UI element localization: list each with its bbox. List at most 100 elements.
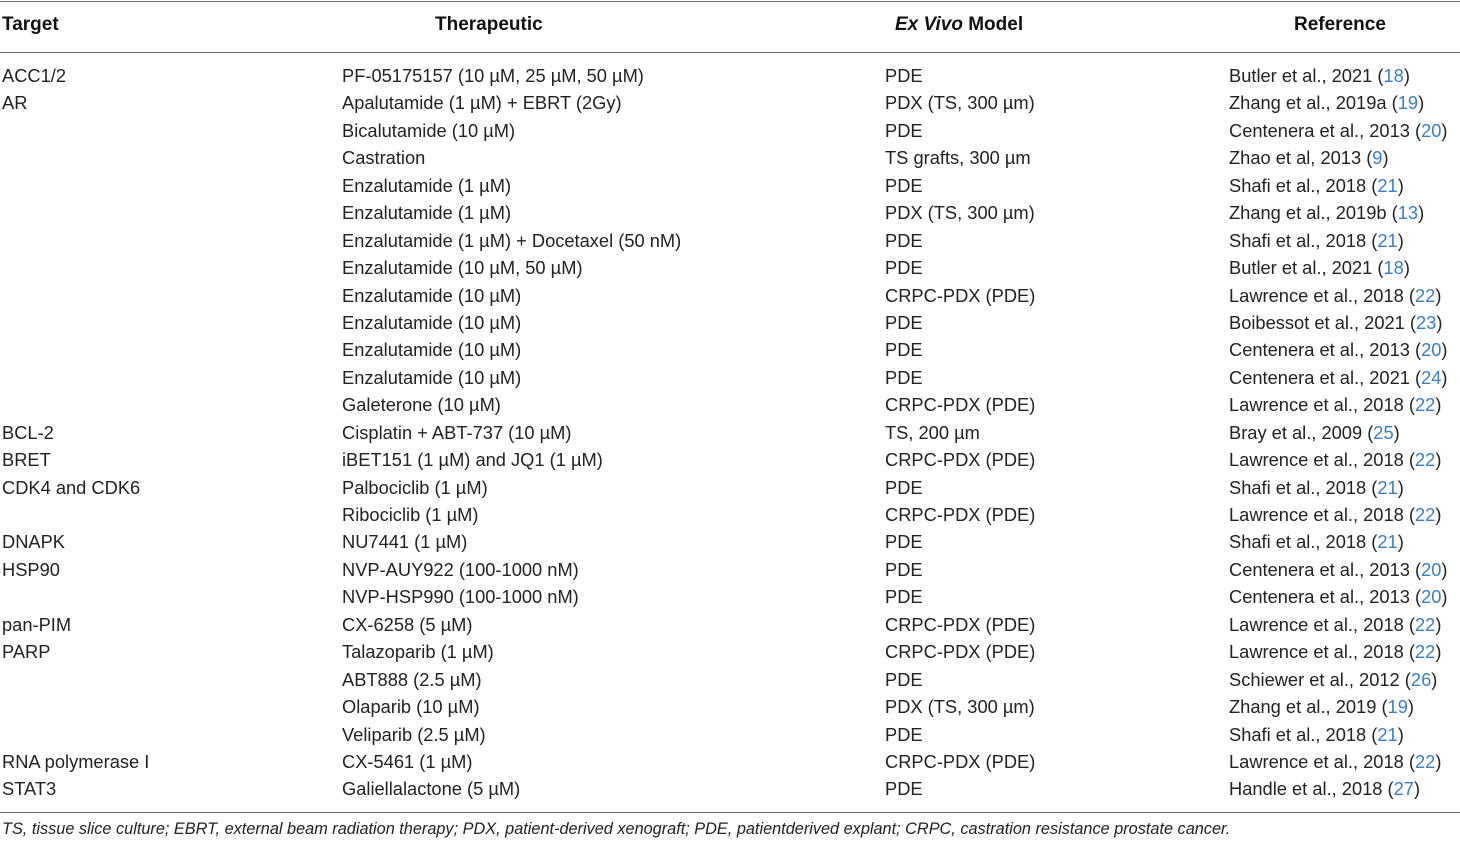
therapeutic-cell: Enzalutamide (1 µM): [342, 174, 512, 196]
table-row: AR Apalutamide (1 µM) + EBRT (2Gy) PDX (TS…: [0, 89, 1460, 116]
table-row: CDK4 and CDK6 Palbociclib (1 µM) PDE Shafi …: [0, 474, 1460, 501]
reference-link[interactable]: 20: [1421, 339, 1442, 361]
reference-close: ): [1441, 558, 1448, 580]
therapeutic-cell: Talazoparib (1 µM): [342, 641, 494, 663]
therapeutic-cell: Cisplatin + ABT-737 (10 µM): [342, 421, 572, 443]
reference-cell: Lawrence et al., 2018 (22): [1229, 446, 1441, 473]
reference-link[interactable]: 22: [1414, 504, 1436, 525]
reference-cell: Lawrence et al., 2018 (22): [1229, 282, 1441, 309]
ex-vivo-model-cell: PDE: [885, 339, 923, 361]
reference-close: ): [1435, 394, 1442, 416]
reference-cell: Zhang et al., 2019a (19): [1229, 89, 1424, 116]
target-cell: DNAPK: [2, 531, 65, 553]
ex-vivo-model-cell: PDE: [885, 257, 923, 279]
reference-link[interactable]: 18: [1383, 65, 1404, 86]
ex-vivo-model-cell: CRPC-PDX (PDE): [885, 449, 1036, 471]
table-row: pan-PIM CX-6258 (5 µM) CRPC-PDX (PDE) Lawre…: [0, 611, 1460, 638]
reference-close: ): [1403, 65, 1410, 86]
reference-link[interactable]: 21: [1377, 531, 1398, 553]
table-row: Enzalutamide (1 µM) PDX (TS, 300 µm) Zhang…: [0, 199, 1460, 226]
reference-link[interactable]: 22: [1414, 750, 1436, 772]
reference-link[interactable]: 21: [1377, 174, 1398, 196]
reference-cell: Lawrence et al., 2018 (22): [1229, 501, 1441, 528]
reference-link[interactable]: 22: [1414, 613, 1436, 635]
table-row: Galeterone (10 µM) CRPC-PDX (PDE) Lawrence…: [0, 391, 1460, 418]
reference-link[interactable]: 22: [1414, 284, 1436, 306]
reference-cell: Lawrence et al., 2018 (22): [1229, 638, 1441, 665]
reference-cell: Schiewer et al., 2012 (26): [1229, 666, 1437, 693]
table-body: ACC1/2 PF-05175157 (10 µM, 25 µM, 50 µM) P…: [0, 62, 1460, 803]
reference-text: Lawrence et al., 2018 (: [1229, 613, 1415, 635]
therapeutic-cell: Enzalutamide (10 µM): [342, 339, 522, 361]
reference-link[interactable]: 18: [1383, 257, 1404, 279]
reference-link[interactable]: 22: [1414, 394, 1436, 416]
table-row: Castration TS grafts, 300 µm Zhao et al, 2…: [0, 144, 1460, 171]
ex-vivo-model-cell: TS, 200 µm: [885, 421, 980, 443]
reference-text: Bray et al., 2009 (: [1229, 421, 1374, 443]
reference-link[interactable]: 19: [1387, 696, 1408, 718]
table-footnote: TS, tissue slice culture; EBRT, external…: [2, 820, 1231, 838]
table-row: RNA polymerase I CX-5461 (1 µM) CRPC-PDX (…: [0, 748, 1460, 775]
table-bottom-rule: [0, 812, 1460, 813]
reference-link[interactable]: 27: [1393, 778, 1414, 800]
target-cell: ACC1/2: [2, 65, 67, 86]
target-cell: HSP90: [2, 558, 60, 580]
ex-vivo-model-cell: PDE: [885, 65, 923, 86]
reference-text: Lawrence et al., 2018 (: [1229, 449, 1415, 471]
reference-text: Centenera et al., 2013 (: [1229, 558, 1422, 580]
ex-vivo-model-cell: PDE: [885, 778, 923, 800]
ex-vivo-model-cell: PDX (TS, 300 µm): [885, 202, 1035, 224]
target-cell: PARP: [2, 641, 51, 663]
target-cell: pan-PIM: [2, 613, 72, 635]
ex-vivo-model-cell: CRPC-PDX (PDE): [885, 613, 1036, 635]
reference-cell: Butler et al., 2021 (18): [1229, 254, 1410, 281]
reference-link[interactable]: 20: [1421, 558, 1442, 580]
reference-link[interactable]: 21: [1377, 723, 1398, 745]
ex-vivo-model-cell: PDE: [885, 531, 923, 553]
therapeutic-cell: Veliparib (2.5 µM): [342, 723, 486, 745]
reference-link[interactable]: 24: [1421, 366, 1442, 388]
reference-cell: Boibessot et al., 2021 (23): [1229, 309, 1442, 336]
ex-vivo-model-cell: PDE: [885, 311, 923, 333]
reference-close: ): [1413, 778, 1421, 800]
reference-cell: Centenera et al., 2013 (20): [1229, 583, 1448, 610]
therapeutic-cell: Galiellalactone (5 µM): [342, 778, 521, 800]
reference-link[interactable]: 9: [1372, 147, 1383, 169]
therapeutic-cell: ABT888 (2.5 µM): [342, 668, 482, 690]
reference-text: Butler et al., 2021 (: [1229, 65, 1384, 86]
reference-close: ): [1418, 92, 1425, 114]
reference-link[interactable]: 26: [1410, 668, 1432, 690]
reference-text: Lawrence et al., 2018 (: [1229, 641, 1415, 663]
column-header-target: Target: [2, 14, 59, 35]
reference-text: Zhang et al., 2019a (: [1229, 92, 1398, 114]
ex-vivo-model-cell: PDE: [885, 558, 923, 580]
reference-text: Lawrence et al., 2018 (: [1229, 394, 1415, 416]
table-row: Bicalutamide (10 µM) PDE Centenera et al.,…: [0, 117, 1460, 144]
reference-link[interactable]: 19: [1397, 92, 1419, 114]
reference-text: Lawrence et al., 2018 (: [1229, 284, 1415, 306]
table-row: Enzalutamide (1 µM) + Docetaxel (50 nM) P…: [0, 227, 1460, 254]
reference-link[interactable]: 23: [1416, 311, 1437, 333]
reference-link[interactable]: 25: [1373, 421, 1394, 443]
therapeutic-cell: Galeterone (10 µM): [342, 394, 501, 416]
ex-vivo-model-cell: TS grafts, 300 µm: [885, 147, 1031, 169]
table-row: NVP-HSP990 (100-1000 nM) PDE Centenera et …: [0, 583, 1460, 610]
reference-link[interactable]: 22: [1414, 641, 1436, 663]
reference-text: Zhang et al., 2019 (: [1229, 696, 1388, 718]
reference-link[interactable]: 21: [1377, 229, 1398, 251]
therapeutic-cell: Enzalutamide (10 µM): [342, 284, 522, 306]
reference-link[interactable]: 13: [1397, 202, 1419, 224]
reference-link[interactable]: 22: [1414, 449, 1436, 471]
ex-vivo-model-cell: PDE: [885, 119, 923, 141]
therapeutic-cell: PF-05175157 (10 µM, 25 µM, 50 µM): [342, 65, 644, 86]
target-cell: STAT3: [2, 778, 57, 800]
reference-link[interactable]: 20: [1421, 586, 1442, 608]
reference-link[interactable]: 20: [1421, 119, 1442, 141]
therapeutic-cell: Apalutamide (1 µM) + EBRT (2Gy): [342, 92, 622, 114]
reference-cell: Centenera et al., 2013 (20): [1229, 117, 1448, 144]
reference-link[interactable]: 21: [1377, 476, 1398, 498]
therapeutic-cell: Castration: [342, 147, 426, 169]
reference-close: ): [1435, 284, 1442, 306]
table-row: Enzalutamide (1 µM) PDE Shafi et al., 2018…: [0, 172, 1460, 199]
ex-vivo-model-cell: CRPC-PDX (PDE): [885, 641, 1036, 663]
